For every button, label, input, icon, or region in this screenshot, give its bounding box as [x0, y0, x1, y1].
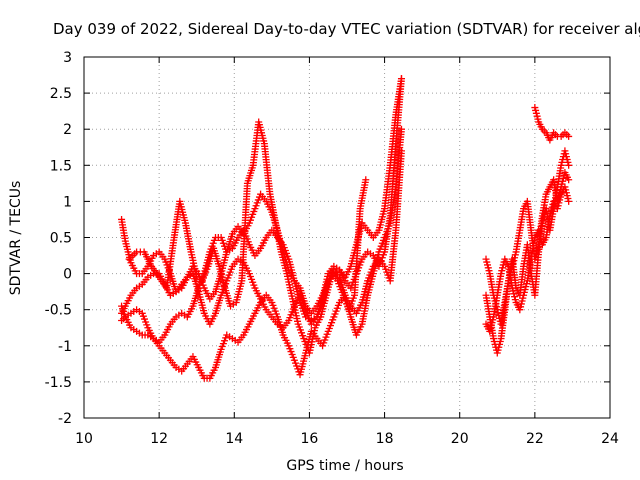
y-tick-label: 0: [63, 267, 72, 283]
series-trace-8: [482, 183, 573, 335]
x-tick-label: 14: [225, 431, 243, 447]
data-point: [397, 147, 405, 155]
y-tick-label: 1: [63, 194, 72, 210]
series-trace-1: [118, 125, 405, 346]
x-tick-label: 16: [301, 431, 319, 447]
x-axis-label: GPS time / hours: [286, 458, 403, 474]
y-tick-label: -0.5: [45, 303, 72, 319]
data-point: [565, 161, 573, 169]
data-point: [565, 132, 573, 140]
data-point: [362, 176, 370, 184]
plot-frame: [83, 56, 611, 419]
y-axis-label: SDTVAR / TECUs: [8, 181, 24, 296]
x-tick-label: 20: [451, 431, 469, 447]
x-tick-label: 22: [526, 431, 544, 447]
y-tick-label: 0.5: [50, 231, 72, 247]
x-tick-labels: 10 12 14 16 18 20 22 24: [75, 431, 619, 447]
y-tick-label: -1.5: [45, 375, 72, 391]
x-tick-label: 12: [150, 431, 168, 447]
y-tick-label: 3: [63, 50, 72, 66]
tick-marks: [83, 56, 611, 419]
y-tick-label: 2: [63, 122, 72, 138]
x-tick-label: 24: [601, 431, 619, 447]
data-point: [397, 125, 405, 133]
data-point: [565, 176, 573, 184]
series-trace-9: [531, 104, 573, 144]
y-tick-label: -1: [58, 339, 72, 355]
data-point: [565, 197, 573, 205]
data-point: [397, 75, 405, 83]
x-tick-label: 10: [75, 431, 93, 447]
y-tick-label: 2.5: [50, 86, 72, 102]
x-tick-label: 18: [376, 431, 394, 447]
y-tick-label: -2: [58, 411, 72, 427]
y-tick-labels: -2 -1.5 -1 -0.5 0 0.5 1 1.5 2 2.5 3: [45, 50, 72, 427]
grid: [84, 57, 610, 418]
series-trace-5: [125, 118, 370, 357]
y-tick-label: 1.5: [50, 158, 72, 174]
data-points: [118, 75, 573, 382]
chart-title: Day 039 of 2022, Sidereal Day-to-day VTE…: [53, 20, 640, 38]
